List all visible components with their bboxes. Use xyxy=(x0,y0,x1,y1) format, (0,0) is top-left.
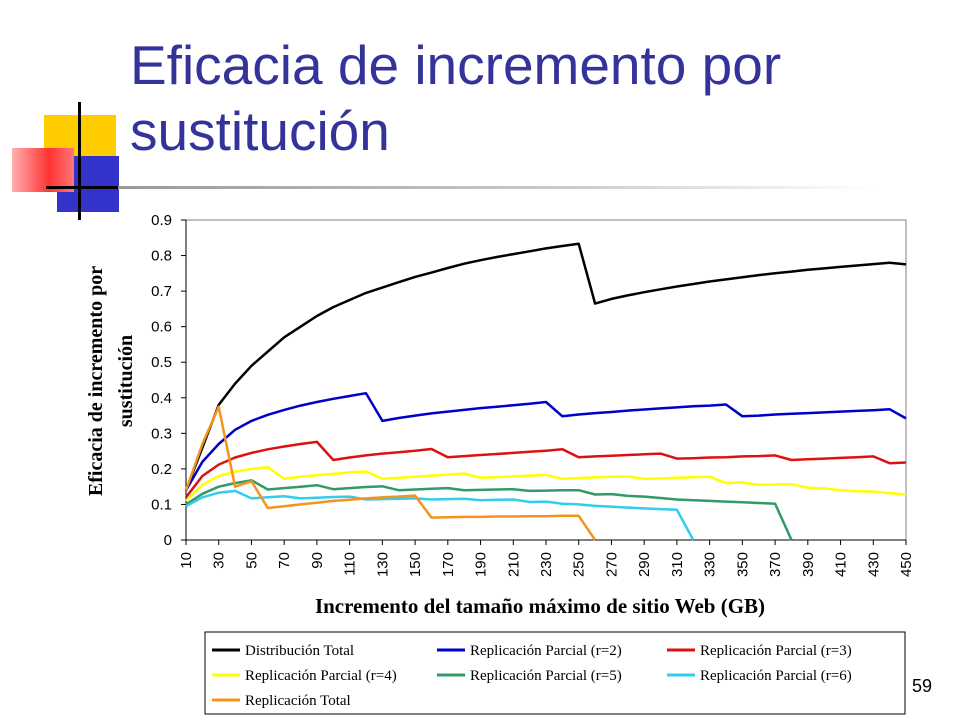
x-tick-label: 290 xyxy=(636,552,653,577)
series-line-7 xyxy=(184,405,597,541)
x-tick-label: 10 xyxy=(178,552,195,569)
x-tick-label: 70 xyxy=(276,552,293,569)
x-tick-label: 230 xyxy=(538,552,555,577)
x-tick-label: 170 xyxy=(440,552,457,577)
y-axis-title-line2: sustitución xyxy=(115,335,137,427)
x-tick-label: 190 xyxy=(473,552,490,577)
x-tick-label: 370 xyxy=(767,552,784,577)
decor-horizontal-line xyxy=(46,186,126,189)
y-tick-label: 0.6 xyxy=(151,319,172,336)
x-tick-label: 330 xyxy=(702,552,719,577)
x-tick-label: 270 xyxy=(603,552,620,577)
series-line-1 xyxy=(184,242,907,491)
legend-label: Replicación Total xyxy=(245,693,351,709)
y-axis-title-line1: Eficacia de incremento por xyxy=(85,266,107,496)
x-tick-label: 310 xyxy=(669,552,686,577)
slide-title: Eficacia de incremento por sustitución xyxy=(130,34,782,162)
x-tick-label: 430 xyxy=(865,552,882,577)
y-tick-label: 0.9 xyxy=(151,212,172,229)
x-tick-label: 90 xyxy=(309,552,326,569)
legend-label: Replicación Parcial (r=3) xyxy=(700,643,852,659)
y-tick-label: 0.8 xyxy=(151,248,172,265)
x-tick-label: 210 xyxy=(505,552,522,577)
y-tick-label: 0.7 xyxy=(151,283,172,300)
decor-vertical-line xyxy=(78,102,81,220)
y-tick-label: 0 xyxy=(164,532,172,549)
x-tick-label: 110 xyxy=(342,552,359,576)
y-tick-label: 0.3 xyxy=(151,425,172,442)
page-number: 59 xyxy=(911,676,932,696)
series-line-6 xyxy=(185,489,695,541)
x-tick-label: 390 xyxy=(800,552,817,577)
x-tick-label: 450 xyxy=(898,552,915,577)
y-tick-label: 0.1 xyxy=(151,496,172,513)
decor-red-square xyxy=(12,148,74,192)
x-tick-label: 150 xyxy=(407,552,424,577)
y-tick-label: 0.4 xyxy=(151,390,172,407)
y-tick-label: 0.2 xyxy=(151,461,172,478)
legend-label: Replicación Parcial (r=2) xyxy=(470,643,622,659)
x-tick-label: 130 xyxy=(374,552,391,577)
x-axis-title: Incremento del tamaño máximo de sitio We… xyxy=(315,594,765,618)
plot-area xyxy=(185,219,907,541)
x-tick-label: 50 xyxy=(243,552,260,569)
legend-label: Replicación Parcial (r=6) xyxy=(700,668,852,684)
series-line-2 xyxy=(184,391,907,491)
x-tick-label: 30 xyxy=(211,552,228,569)
series-line-5 xyxy=(185,479,793,541)
y-tick-label: 0.5 xyxy=(151,354,172,371)
chart-legend: Distribución Total Replicación Parcial (r… xyxy=(204,631,906,715)
series-line-4 xyxy=(185,465,907,502)
x-tick-label: 250 xyxy=(571,552,588,577)
decor-title-rule xyxy=(118,186,878,189)
legend-label: Distribución Total xyxy=(245,643,354,659)
x-tick-label: 410 xyxy=(833,552,850,577)
legend-label: Replicación Parcial (r=5) xyxy=(470,668,622,684)
x-tick-label: 350 xyxy=(734,552,751,577)
legend-label: Replicación Parcial (r=4) xyxy=(245,668,397,684)
series-line-3 xyxy=(185,440,907,499)
legend-box xyxy=(204,631,906,715)
